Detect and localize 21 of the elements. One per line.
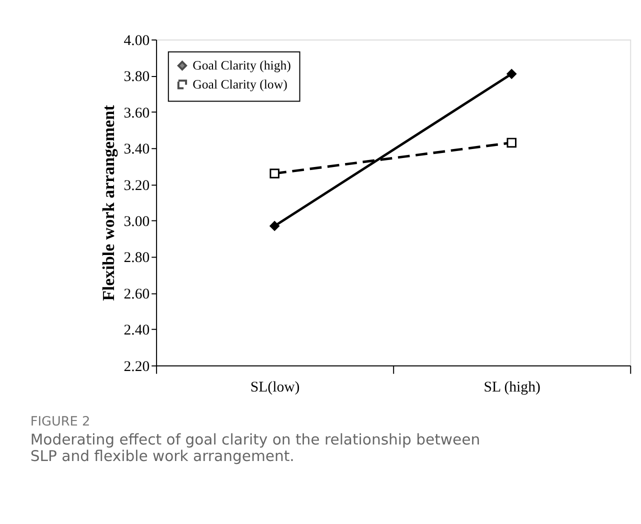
y-tick-label: 2.80 bbox=[124, 250, 150, 266]
y-tick-label: 3.20 bbox=[124, 178, 150, 194]
y-tick-label: 3.80 bbox=[124, 69, 150, 86]
legend-label: Goal Clarity (high) bbox=[192, 58, 291, 73]
y-tick-label: 2.40 bbox=[124, 322, 150, 339]
point bbox=[506, 69, 516, 79]
x-tick-label: SL (high) bbox=[484, 380, 540, 396]
y-tick-label: 3.00 bbox=[124, 214, 150, 230]
y-tick-label: 3.60 bbox=[124, 105, 150, 122]
y-tick-label: 2.20 bbox=[124, 358, 150, 375]
text: Moderating effect of goal clarity on the relationship between SLP and flexible work arrangement. bbox=[30, 431, 480, 466]
y-tick-label: 2.60 bbox=[124, 286, 150, 302]
y-axis-title: Flexible work arrangement bbox=[98, 104, 118, 301]
y-tick-label: 4.00 bbox=[124, 32, 150, 49]
legend-label: Goal Clarity (low) bbox=[192, 77, 288, 92]
caption: FIGURE 2 bbox=[30, 414, 90, 430]
point bbox=[506, 138, 516, 148]
point bbox=[270, 221, 280, 231]
x-tick-label: SL(low) bbox=[250, 380, 300, 396]
point bbox=[270, 168, 280, 178]
y-tick-label: 3.40 bbox=[124, 142, 150, 158]
